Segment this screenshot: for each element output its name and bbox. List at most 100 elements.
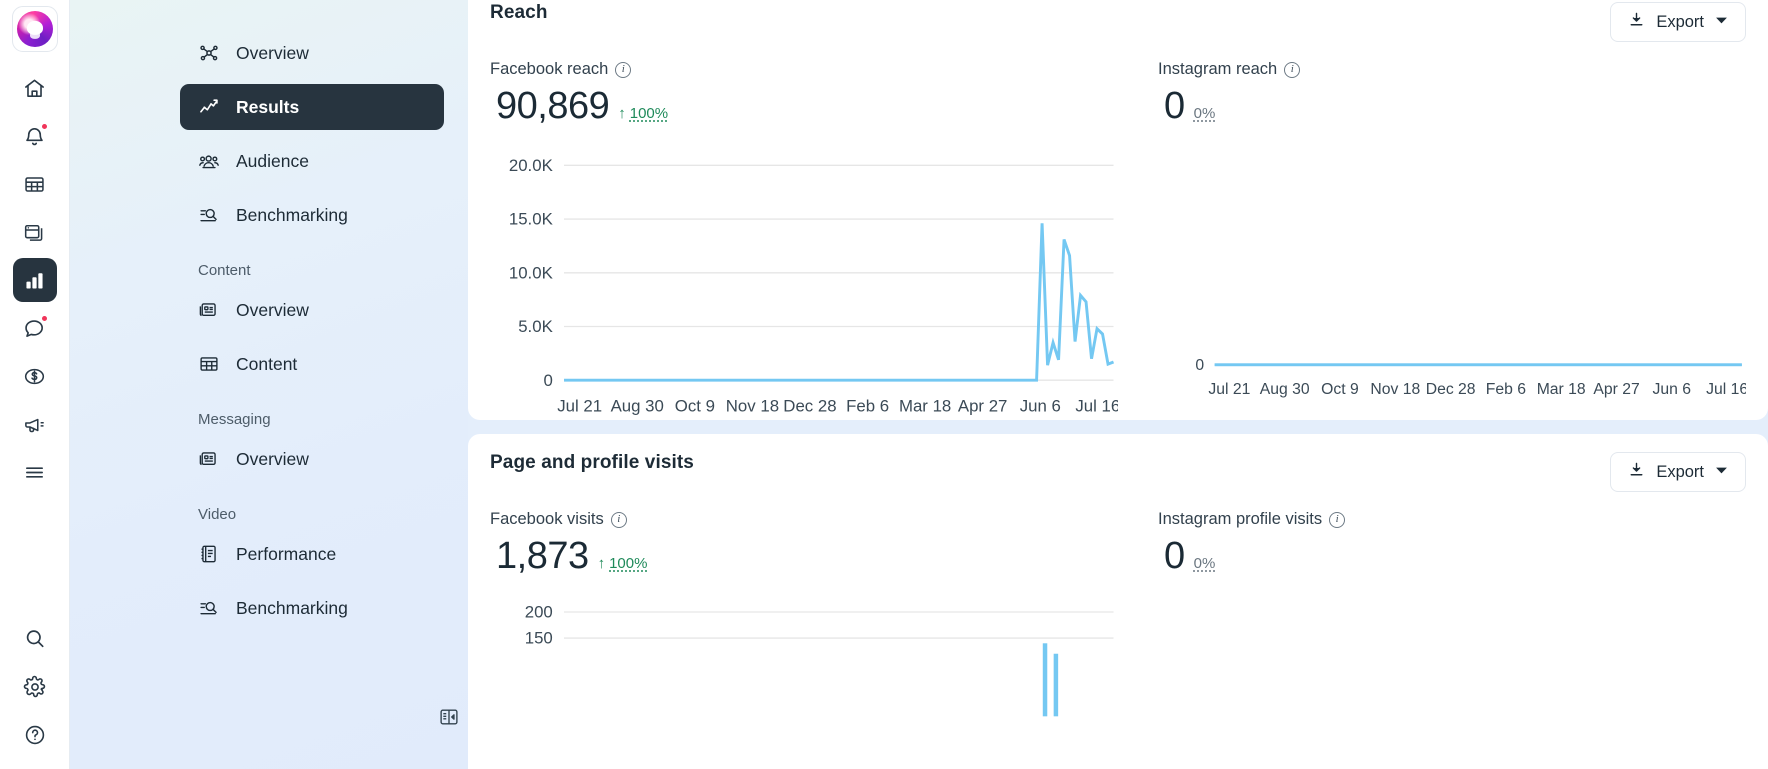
metric-value: 0 bbox=[1164, 85, 1185, 127]
arrow-up-icon: ↑ bbox=[597, 555, 606, 572]
notification-badge bbox=[40, 123, 48, 130]
chat-bubble-icon[interactable] bbox=[13, 306, 57, 350]
nav-list: Overview Results Audience Benchmarking bbox=[70, 0, 468, 631]
nav-item-label: Results bbox=[236, 96, 300, 117]
nav-item-video-benchmarking[interactable]: Benchmarking bbox=[180, 585, 444, 631]
nav-item-label: Overview bbox=[236, 299, 309, 320]
nav-item-results[interactable]: Results bbox=[180, 84, 444, 130]
page-and-profile-visits-card: Page and profile visits Export Facebook … bbox=[468, 434, 1768, 769]
nav-item-video-performance[interactable]: Performance bbox=[180, 531, 444, 577]
svg-text:Jul 21: Jul 21 bbox=[1208, 381, 1250, 398]
cards-icon bbox=[198, 299, 220, 321]
svg-text:0: 0 bbox=[1195, 357, 1204, 374]
info-icon[interactable]: i bbox=[615, 61, 632, 78]
nav-item-audience[interactable]: Audience bbox=[180, 138, 444, 184]
menu-icon[interactable] bbox=[13, 450, 57, 494]
svg-text:20.0K: 20.0K bbox=[509, 156, 554, 175]
export-button-label: Export bbox=[1656, 462, 1704, 481]
gear-icon[interactable] bbox=[13, 665, 57, 709]
svg-text:Dec 28: Dec 28 bbox=[1426, 381, 1476, 398]
brand-avatar[interactable] bbox=[11, 6, 58, 52]
search-icon[interactable] bbox=[13, 617, 57, 661]
download-icon bbox=[1628, 11, 1645, 33]
nav-item-label: Overview bbox=[236, 448, 309, 469]
nav-item-label: Benchmarking bbox=[236, 597, 348, 618]
metric-delta-value: 100% bbox=[629, 105, 669, 122]
metric-value: 0 bbox=[1164, 535, 1185, 577]
nav-item-benchmarking[interactable]: Benchmarking bbox=[180, 192, 444, 238]
svg-text:Mar 18: Mar 18 bbox=[1537, 381, 1586, 398]
svg-text:Jun 6: Jun 6 bbox=[1653, 381, 1692, 398]
nav-group-messaging: Messaging bbox=[198, 411, 271, 428]
nav-item-overview-analytics[interactable]: Overview bbox=[180, 30, 444, 76]
cards-icon[interactable] bbox=[13, 210, 57, 254]
svg-text:Aug 30: Aug 30 bbox=[1260, 381, 1310, 398]
export-button-visits[interactable]: Export bbox=[1610, 452, 1746, 492]
download-icon bbox=[1628, 461, 1645, 483]
arrow-up-icon: ↑ bbox=[618, 105, 626, 122]
help-circle-icon[interactable] bbox=[13, 713, 57, 757]
benchmark-search-icon bbox=[198, 204, 220, 226]
metric-delta-value: 0% bbox=[1193, 105, 1216, 122]
nav-item-content-table[interactable]: Content bbox=[180, 341, 444, 387]
svg-text:0: 0 bbox=[543, 371, 552, 390]
svg-text:5.0K: 5.0K bbox=[518, 317, 553, 336]
analytics-main: Reach Export Facebook reach i bbox=[468, 0, 1768, 769]
info-icon[interactable]: i bbox=[1284, 61, 1301, 78]
reach-charts: 20.0K 15.0K 10.0K 5.0K 0 Jul 21 Aug 30 Oct 9 Nov… bbox=[468, 138, 1768, 435]
svg-text:Apr 27: Apr 27 bbox=[1593, 381, 1639, 398]
svg-text:200: 200 bbox=[525, 603, 553, 622]
metric-delta-value: 0% bbox=[1193, 555, 1216, 572]
analytics-icon[interactable] bbox=[12, 258, 57, 302]
dollar-coin-icon[interactable] bbox=[13, 354, 57, 398]
metric-delta: 0% bbox=[1194, 105, 1216, 122]
megaphone-icon[interactable] bbox=[13, 402, 57, 446]
collapse-panel-icon[interactable] bbox=[432, 700, 466, 734]
icon-rail bbox=[0, 0, 70, 769]
svg-text:Nov 18: Nov 18 bbox=[726, 397, 779, 416]
metric-label-text: Instagram profile visits bbox=[1158, 510, 1323, 528]
network-icon bbox=[198, 42, 220, 64]
facebook-reach-value-row: 90,869 ↑ 100% bbox=[490, 85, 1092, 128]
svg-text:Oct 9: Oct 9 bbox=[1321, 381, 1359, 398]
metric-delta: 0% bbox=[1194, 555, 1216, 572]
nav-item-messaging-overview[interactable]: Overview bbox=[180, 436, 444, 482]
facebook-reach-chart: 20.0K 15.0K 10.0K 5.0K 0 Jul 21 Aug 30 Oct 9 Nov… bbox=[490, 138, 1118, 435]
analytics-nav-panel: Overview Results Audience Benchmarking bbox=[70, 0, 468, 769]
inbox-badge bbox=[40, 315, 48, 322]
instagram-reach-label-row: Instagram reach i bbox=[1158, 60, 1720, 79]
nav-item-label: Performance bbox=[236, 543, 337, 564]
visits-card-header: Page and profile visits Export bbox=[468, 434, 1768, 492]
instagram-visits-value-row: 0 0% bbox=[1158, 535, 1720, 578]
notifications-icon[interactable] bbox=[13, 114, 57, 158]
instagram-reach-chart: 0 Jul 21 Aug 30 Oct 9 Nov 18 Dec 28 Feb 6 Mar 1… bbox=[1118, 138, 1746, 435]
metric-value: 1,873 bbox=[496, 535, 589, 577]
metric-label-text: Facebook visits bbox=[490, 510, 604, 528]
nav-group-video: Video bbox=[198, 506, 237, 523]
reach-card: Reach Export Facebook reach i bbox=[468, 0, 1768, 420]
table-icon[interactable] bbox=[13, 162, 57, 206]
facebook-reach-metric: Facebook reach i 90,869 ↑ 100% bbox=[490, 60, 1118, 128]
visits-charts: 200 150 bbox=[468, 584, 1768, 719]
export-button-reach[interactable]: Export bbox=[1610, 2, 1746, 42]
brand-avatar-image bbox=[16, 11, 53, 47]
instagram-visits-label-row: Instagram profile visits i bbox=[1158, 510, 1720, 529]
info-icon[interactable]: i bbox=[1329, 511, 1346, 528]
nav-item-content-overview[interactable]: Overview bbox=[180, 287, 444, 333]
line-chart-icon bbox=[198, 96, 220, 118]
metric-value: 90,869 bbox=[496, 85, 610, 127]
notebook-icon bbox=[198, 543, 220, 565]
info-icon[interactable]: i bbox=[610, 511, 627, 528]
svg-text:Feb 6: Feb 6 bbox=[1486, 381, 1526, 398]
svg-text:15.0K: 15.0K bbox=[509, 210, 554, 229]
home-icon[interactable] bbox=[13, 66, 57, 110]
nav-item-label: Content bbox=[236, 353, 298, 374]
svg-text:Apr 27: Apr 27 bbox=[958, 397, 1008, 416]
chevron-down-icon bbox=[1715, 463, 1728, 482]
benchmark-search-icon bbox=[198, 597, 220, 619]
svg-text:Aug 30: Aug 30 bbox=[611, 397, 664, 416]
nav-item-label: Benchmarking bbox=[236, 204, 348, 225]
